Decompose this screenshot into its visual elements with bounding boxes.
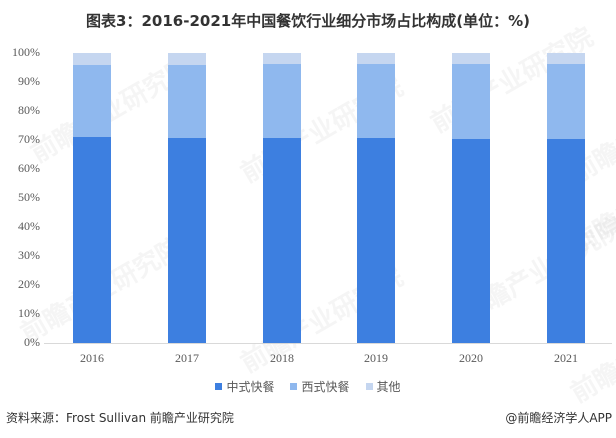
bar-2021 [547,53,585,343]
y-tick-label: 70% [18,132,40,146]
bar-segment [357,64,395,138]
bar-segment [452,138,490,343]
x-axis-line [44,343,612,344]
bar-segment [73,64,111,138]
bar-segment [357,137,395,343]
legend-item: 西式快餐 [290,378,350,395]
bar-segment [168,53,206,65]
bar-2017 [168,53,206,343]
bar-segment [168,137,206,343]
x-tick-label: 2017 [175,351,199,365]
x-tick-label: 2020 [459,351,483,365]
legend-label: 西式快餐 [301,380,350,394]
y-tick-label: 40% [18,219,40,233]
x-tick-label: 2019 [364,351,388,365]
bar-segment [168,64,206,138]
y-tick-label: 30% [18,248,40,262]
bar-segment [547,53,585,65]
x-tick-label: 2016 [80,351,104,365]
y-tick-label: 10% [18,306,40,320]
legend-label: 中式快餐 [226,380,275,394]
bar-2016 [73,53,111,343]
x-tick-label: 2021 [554,351,578,365]
bar-segment [263,137,301,343]
y-tick-label: 20% [18,277,40,291]
y-tick-label: 0% [24,335,40,349]
y-tick-label: 100% [12,45,40,59]
x-tick-label: 2018 [270,351,294,365]
y-tick-label: 80% [18,103,40,117]
chart-legend: 中式快餐 西式快餐 其他 [0,378,616,395]
legend-label: 其他 [376,380,401,394]
legend-item: 中式快餐 [215,378,274,395]
chart-title: 图表3：2016-2021年中国餐饮行业细分市场占比构成(单位：%) [86,12,530,30]
bar-segment [357,53,395,65]
bar-segment [452,53,490,65]
credit-note: @前瞻经济学人APP [505,411,612,425]
bar-segment [73,137,111,343]
bar-2018 [263,53,301,343]
bar-segment [263,64,301,138]
legend-swatch-icon [290,383,298,390]
bar-segment [73,53,111,65]
y-tick-label: 50% [18,190,40,204]
bar-2019 [357,53,395,343]
legend-item: 其他 [365,378,401,395]
bar-2020 [452,53,490,343]
y-tick-label: 90% [18,74,40,88]
y-tick-label: 60% [18,161,40,175]
bar-segment [547,139,585,343]
legend-swatch-icon [365,383,373,390]
bar-segment [547,64,585,140]
legend-swatch-icon [215,383,223,390]
bar-segment [452,64,490,139]
source-note: 资料来源：Frost Sullivan 前瞻产业研究院 [6,411,234,425]
bar-segment [263,53,301,65]
